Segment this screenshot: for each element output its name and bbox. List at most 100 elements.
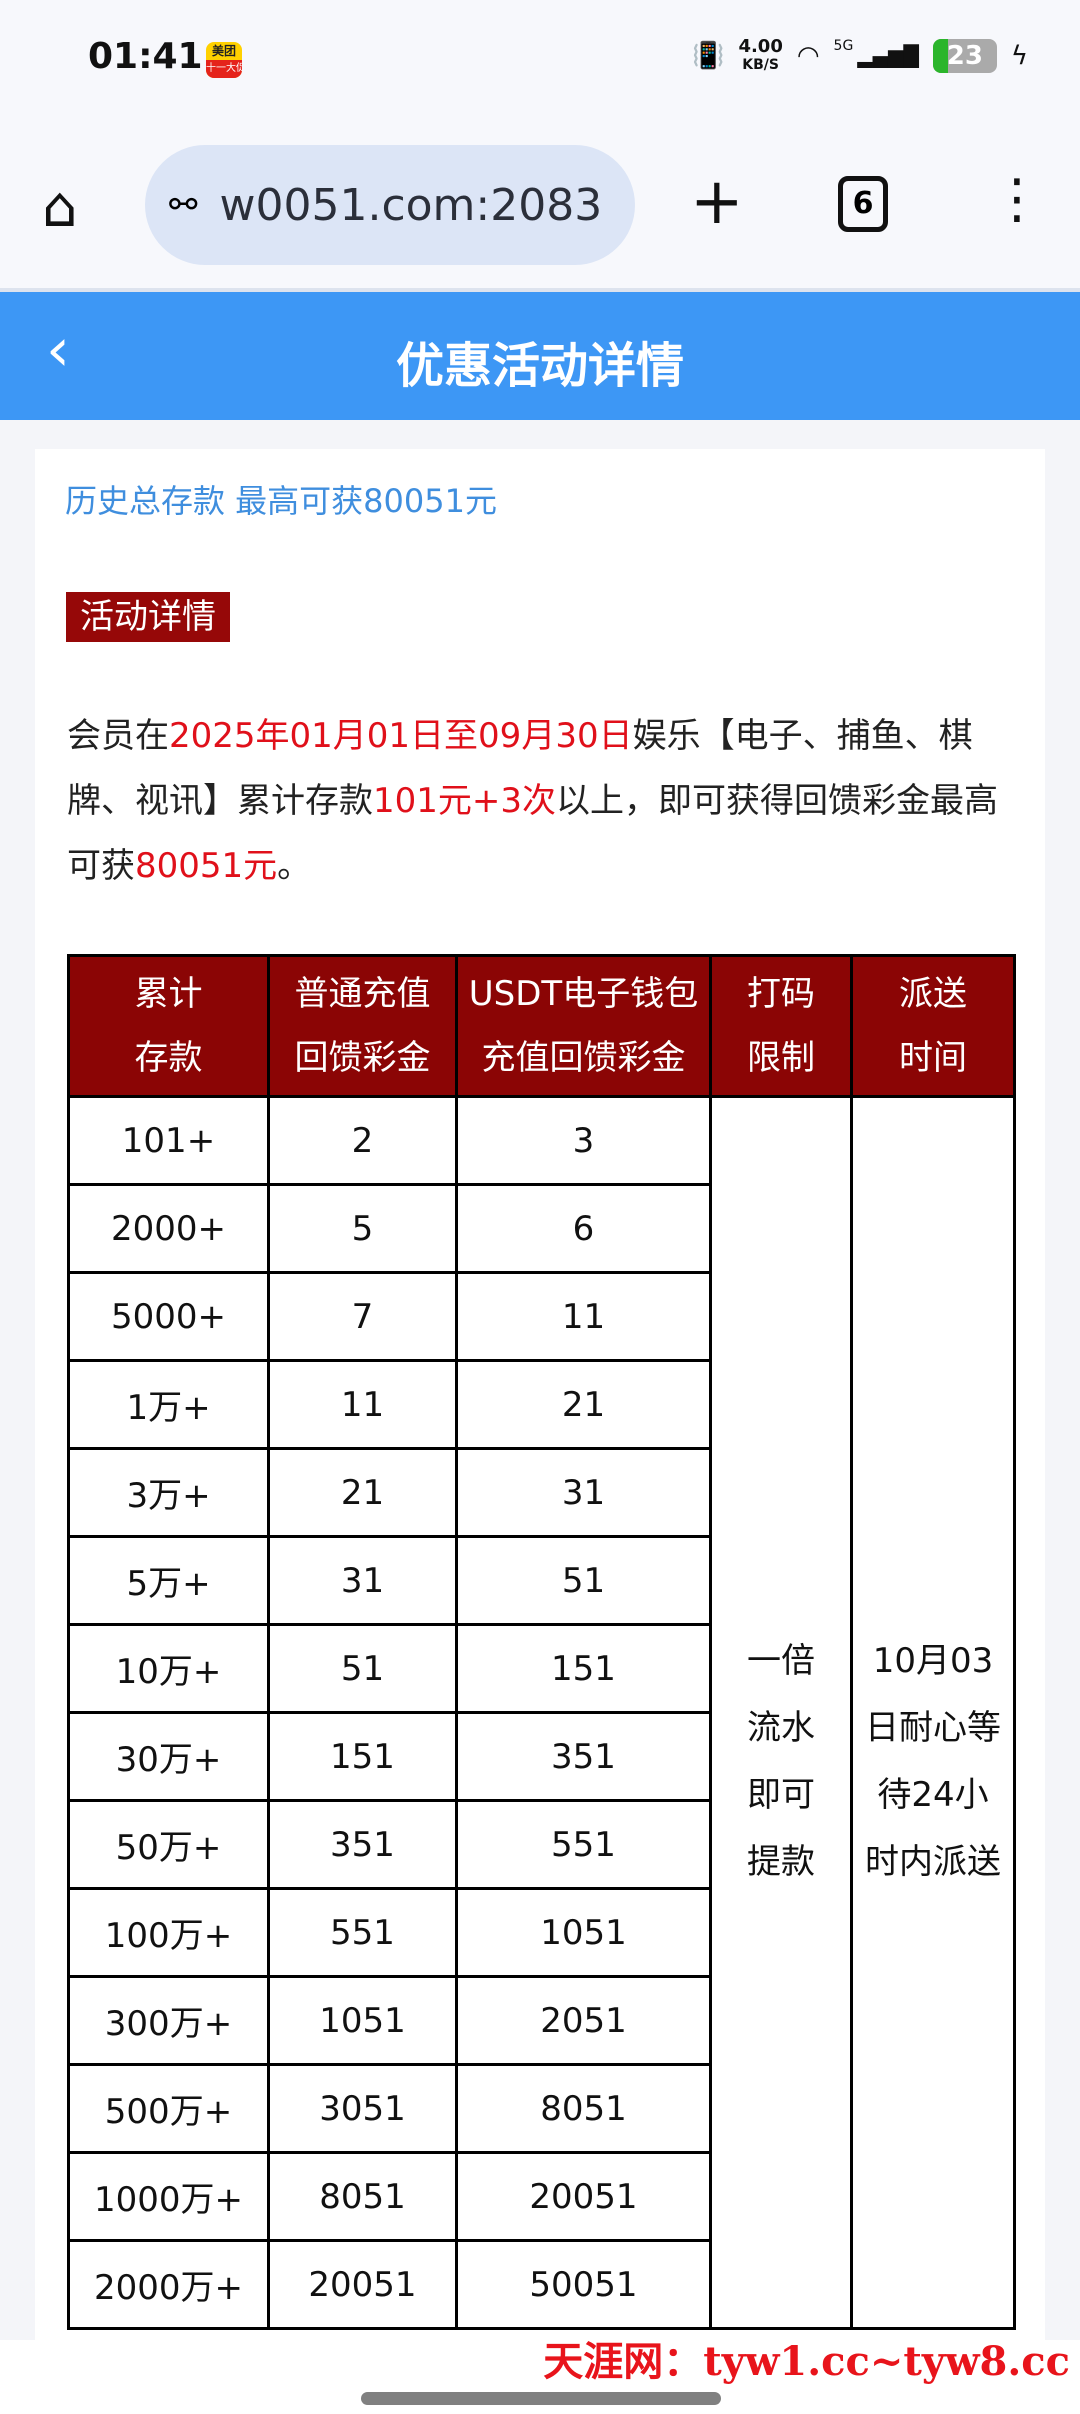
usdt-bonus-cell: 21	[455, 1359, 712, 1450]
status-bar: 01:41 美团 十一大促 📳 4.00 KB/S ◠ 5G ▂▄▆█ 23 ϟ	[0, 0, 1080, 120]
desc-text: 会员在	[67, 716, 169, 756]
usdt-bonus-cell: 6	[455, 1183, 712, 1274]
deposit-cell: 50万+	[67, 1799, 270, 1890]
table-row: 500万+ 3051 8051	[67, 2063, 1015, 2154]
desc-max-bonus: 80051元	[135, 846, 278, 886]
net-speed-value: 4.00	[738, 36, 783, 57]
deposit-cell: 2000万+	[67, 2239, 270, 2330]
table-row: 101+ 2 3 一倍流水即可提款 10月03日耐心等待24小时内派送	[67, 1095, 1016, 2330]
table-row: 100万+ 551 1051	[67, 1887, 1015, 1978]
network-type: 5G	[833, 38, 854, 54]
normal-bonus-cell: 5	[267, 1183, 458, 1274]
deposit-cell: 30万+	[67, 1711, 270, 1802]
deposit-cell: 100万+	[67, 1887, 270, 1978]
usdt-bonus-cell: 8051	[455, 2063, 712, 2154]
table-row: 2000+ 5 6	[67, 1183, 1015, 1274]
normal-bonus-cell: 8051	[267, 2151, 458, 2242]
header-usdt-bonus: USDT电子钱包充值回馈彩金	[455, 954, 712, 1098]
nav-bar: 天涯网：tyw1.cc~tyw8.cc	[0, 2340, 1080, 2414]
desc-text: 。	[277, 846, 312, 886]
charging-icon: ϟ	[1010, 41, 1028, 71]
deposit-cell: 10万+	[67, 1623, 270, 1714]
deposit-cell: 5000+	[67, 1271, 270, 1362]
watermark-text: 天涯网：tyw1.cc~tyw8.cc	[543, 2338, 1070, 2385]
promo-subtitle: 历史总存款 最高可获80051元	[65, 482, 497, 520]
deposit-cell: 1万+	[67, 1359, 270, 1450]
net-speed-unit: KB/S	[742, 57, 779, 73]
header-wager-limit: 打码限制	[709, 954, 853, 1098]
usdt-bonus-cell: 20051	[455, 2151, 712, 2242]
usdt-bonus-cell: 2051	[455, 1975, 712, 2066]
page-header: ‹ 优惠活动详情	[0, 292, 1080, 420]
usdt-bonus-cell: 351	[455, 1711, 712, 1802]
desc-text: 娱乐【电子、捕鱼、棋牌、视讯】累计存款	[67, 716, 973, 821]
table-row: 30万+ 151 351	[67, 1711, 1015, 1802]
address-bar[interactable]: ⚯ w0051.com:2083	[145, 145, 635, 265]
meituan-icon: 美团 十一大促	[206, 42, 242, 78]
table-row: 3万+ 21 31	[67, 1447, 1015, 1538]
desc-requirement: 101元+3次	[373, 781, 557, 821]
app-icon-text: 美团	[211, 44, 236, 58]
header-normal-bonus: 普通充值回馈彩金	[267, 954, 458, 1098]
bonus-table: 累计存款 普通充值回馈彩金 USDT电子钱包充值回馈彩金 打码限制 派送时间 1…	[67, 954, 1016, 2330]
battery-icon: 23	[932, 39, 997, 73]
normal-bonus-cell: 11	[267, 1359, 458, 1450]
normal-bonus-cell: 1051	[267, 1975, 458, 2066]
deposit-cell: 300万+	[67, 1975, 270, 2066]
app-icon-sub: 十一大促	[206, 60, 242, 78]
usdt-bonus-cell: 51	[455, 1535, 712, 1626]
desc-dates: 2025年01月01日至09月30日	[169, 716, 633, 756]
signal-icon: ▂▄▆█	[857, 44, 919, 68]
normal-bonus-cell: 31	[267, 1535, 458, 1626]
header-cumulative-deposit: 累计存款	[67, 954, 270, 1098]
usdt-bonus-cell: 3	[455, 1095, 712, 1186]
deposit-cell: 1000万+	[67, 2151, 270, 2242]
normal-bonus-cell: 20051	[267, 2239, 458, 2330]
deposit-cell: 500万+	[67, 2063, 270, 2154]
back-icon[interactable]: ‹	[46, 315, 70, 385]
table-row: 300万+ 1051 2051	[67, 1975, 1015, 2066]
usdt-bonus-cell: 1051	[455, 1887, 712, 1978]
clock: 01:41	[88, 36, 203, 77]
normal-bonus-cell: 351	[267, 1799, 458, 1890]
section-tag: 活动详情	[66, 592, 230, 642]
new-tab-icon[interactable]: +	[690, 165, 744, 239]
table-row: 1000万+ 8051 20051	[67, 2151, 1015, 2242]
wager-limit-cell: 一倍流水即可提款	[709, 1095, 853, 2330]
vibrate-icon: 📳	[692, 41, 725, 71]
promo-description: 会员在2025年01月01日至09月30日娱乐【电子、捕鱼、棋牌、视讯】累计存款…	[67, 704, 1027, 899]
page-title: 优惠活动详情	[395, 338, 684, 394]
normal-bonus-cell: 21	[267, 1447, 458, 1538]
more-menu-icon[interactable]: ⋮	[990, 167, 1044, 230]
normal-bonus-cell: 151	[267, 1711, 458, 1802]
table-row: 2000万+ 20051 50051	[67, 2239, 1015, 2330]
browser-toolbar: ⌂ ⚯ w0051.com:2083 + 6 ⋮	[0, 120, 1080, 292]
tab-switcher-button[interactable]: 6	[838, 176, 888, 232]
table-row: 50万+ 351 551	[67, 1799, 1015, 1890]
normal-bonus-cell: 3051	[267, 2063, 458, 2154]
site-settings-icon[interactable]: ⚯	[169, 185, 198, 225]
battery-level: 23	[946, 41, 983, 71]
desc-text: 以上，即可获得回馈彩金最高可获	[67, 781, 999, 886]
normal-bonus-cell: 51	[267, 1623, 458, 1714]
content-scroll[interactable]: 历史总存款 最高可获80051元 活动详情 会员在2025年01月01日至09月…	[0, 0, 1080, 2340]
deposit-cell: 3万+	[67, 1447, 270, 1538]
table-row: 5000+ 7 11	[67, 1271, 1015, 1362]
normal-bonus-cell: 2	[267, 1095, 458, 1186]
deposit-cell: 2000+	[67, 1183, 270, 1274]
home-icon[interactable]: ⌂	[42, 175, 78, 240]
url-text[interactable]: w0051.com:2083	[219, 179, 600, 231]
deposit-cell: 101+	[67, 1095, 270, 1186]
usdt-bonus-cell: 151	[455, 1623, 712, 1714]
net-speed: 4.00 KB/S	[738, 38, 782, 74]
table-row: 5万+ 31 51	[67, 1535, 1015, 1626]
delivery-time-cell: 10月03日耐心等待24小时内派送	[850, 1095, 1016, 2330]
usdt-bonus-cell: 50051	[455, 2239, 712, 2330]
table-row: 1万+ 11 21	[67, 1359, 1015, 1450]
normal-bonus-cell: 551	[267, 1887, 458, 1978]
usdt-bonus-cell: 31	[455, 1447, 712, 1538]
normal-bonus-cell: 7	[267, 1271, 458, 1362]
watermark: 天涯网：tyw1.cc~tyw8.cc	[543, 2340, 1070, 2388]
table-row: 10万+ 51 151	[67, 1623, 1015, 1714]
gesture-handle[interactable]	[361, 2392, 721, 2405]
